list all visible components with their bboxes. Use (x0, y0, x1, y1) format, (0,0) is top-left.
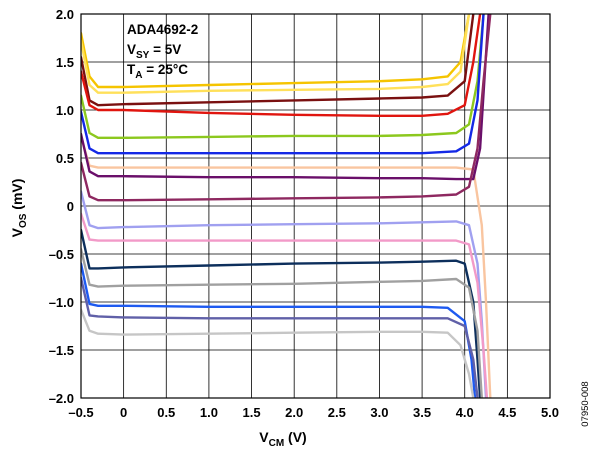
x-tick-label: 0.5 (157, 405, 175, 420)
series-line-13 (81, 248, 483, 398)
series-line-16 (81, 308, 475, 398)
y-tick-label: 1.5 (56, 55, 74, 70)
legend-supply-voltage: VSY = 5V (127, 42, 181, 61)
y-axis-title: VOS (mV) (9, 179, 29, 238)
y-tick-label: –2.0 (49, 391, 74, 406)
y-tick-labels: 2.0 1.5 1.0 0.5 0 –0.5 –1.0 –1.5 –2.0 (49, 7, 74, 406)
series-layer (81, 14, 492, 398)
x-tick-label: 3.5 (413, 405, 431, 420)
series-line-5 (81, 14, 485, 139)
y-tick-label: 0 (67, 199, 74, 214)
y-tick-label: –1.0 (49, 295, 74, 310)
y-tick-label: –1.5 (49, 343, 74, 358)
y-tick-label: 0.5 (56, 151, 74, 166)
x-tick-label: 5.0 (541, 405, 559, 420)
series-line-1 (81, 14, 471, 89)
x-tick-label: –0.5 (68, 405, 93, 420)
series-line-10 (81, 190, 488, 398)
x-tick-label: 2.5 (328, 405, 346, 420)
series-line-9 (81, 14, 492, 202)
x-tick-label: 1.0 (200, 405, 218, 420)
series-line-3 (81, 14, 475, 107)
x-tick-label: 0 (120, 405, 127, 420)
series-line-8 (81, 14, 490, 181)
x-tick-label: 4.0 (456, 405, 474, 420)
series-line-15 (81, 276, 479, 398)
series-line-4 (81, 14, 482, 117)
series-line-2 (81, 14, 471, 94)
legend-temperature: TA = 25°C (127, 62, 188, 81)
x-tick-label: 1.5 (243, 405, 261, 420)
x-tick-labels: –0.5 0 0.5 1.0 1.5 2.0 2.5 3.0 3.5 4.0 4.5 5.0 (68, 405, 559, 420)
x-tick-label: 4.5 (498, 405, 516, 420)
y-tick-label: 2.0 (56, 7, 74, 22)
series-line-12 (81, 228, 482, 398)
x-tick-label: 2.0 (285, 405, 303, 420)
x-tick-label: 3.0 (370, 405, 388, 420)
figure-id: 07950-008 (580, 381, 591, 426)
y-tick-label: 1.0 (56, 103, 74, 118)
x-axis-title: VCM (V) (259, 429, 306, 449)
legend-part-number: ADA4692-2 (127, 22, 198, 37)
series-line-11 (81, 212, 489, 398)
plot-frame (80, 13, 551, 399)
series-line-6 (81, 14, 485, 155)
series-line-7 (81, 135, 492, 398)
y-tick-label: –0.5 (49, 247, 74, 262)
